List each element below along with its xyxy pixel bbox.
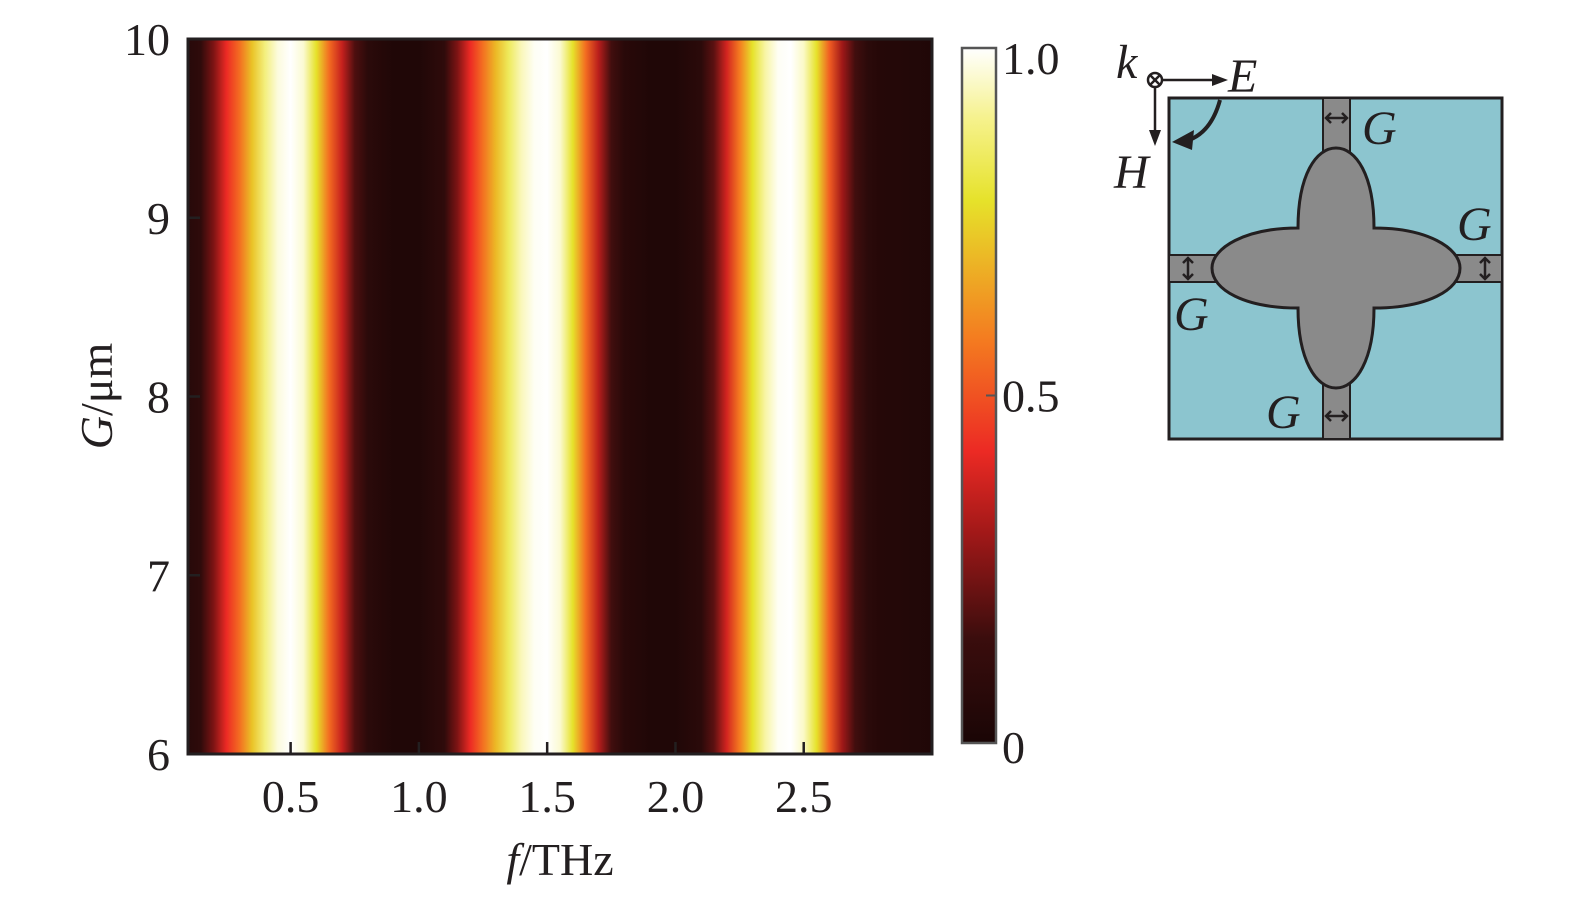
y-tick-label: 8 <box>147 372 170 423</box>
gap-arrow-bottom <box>1324 410 1349 422</box>
e-field-arrow <box>1163 74 1228 86</box>
x-tick-label: 1.0 <box>390 771 448 822</box>
x-tick-label: 0.5 <box>262 771 320 822</box>
x-tick-label: 2.0 <box>647 771 705 822</box>
k-vector-icon <box>1146 71 1164 89</box>
h-label: H <box>1113 146 1151 199</box>
x-axis-title: f/THz <box>506 834 613 885</box>
gap-arrow-top <box>1324 112 1349 124</box>
gap-label-left: G <box>1174 288 1209 341</box>
cross-resonator <box>1210 146 1462 390</box>
gap-arrow-left <box>1182 256 1194 281</box>
y-axis-ticks: 6 7 8 9 10 <box>124 14 200 780</box>
x-axis-ticks: 0.5 1.0 1.5 2.0 2.5 <box>262 742 833 822</box>
colorbar-tick-label: 1.0 <box>1002 33 1060 84</box>
h-field-arrow <box>1149 88 1161 146</box>
gap-label-bottom: G <box>1266 386 1301 439</box>
y-tick-label: 6 <box>147 729 170 780</box>
gap-label-right: G <box>1457 198 1492 251</box>
k-label: k <box>1116 36 1139 89</box>
x-tick-label: 1.5 <box>518 771 576 822</box>
gap-arrow-right <box>1479 256 1491 281</box>
unit-cell-diagram: G G G G k E H <box>1113 36 1504 441</box>
y-tick-label: 9 <box>147 193 170 244</box>
y-axis-title: G/μm <box>71 343 122 450</box>
colorbar-ticks: 0 0.5 1.0 <box>986 33 1060 773</box>
heatmap-plot: 0.5 1.0 1.5 2.0 2.5 6 7 8 9 10 <box>124 14 934 822</box>
colorbar: 0 0.5 1.0 <box>960 33 1060 773</box>
y-tick-label: 10 <box>124 14 170 65</box>
gap-label-top: G <box>1362 102 1397 155</box>
e-label: E <box>1227 50 1257 103</box>
x-tick-label: 2.5 <box>775 771 833 822</box>
colorbar-tick-label: 0.5 <box>1002 371 1060 422</box>
rotation-arrow <box>1172 99 1222 150</box>
colorbar-tick-label: 0 <box>1002 722 1025 773</box>
heatmap-field <box>188 39 932 754</box>
y-tick-label: 7 <box>147 550 170 601</box>
